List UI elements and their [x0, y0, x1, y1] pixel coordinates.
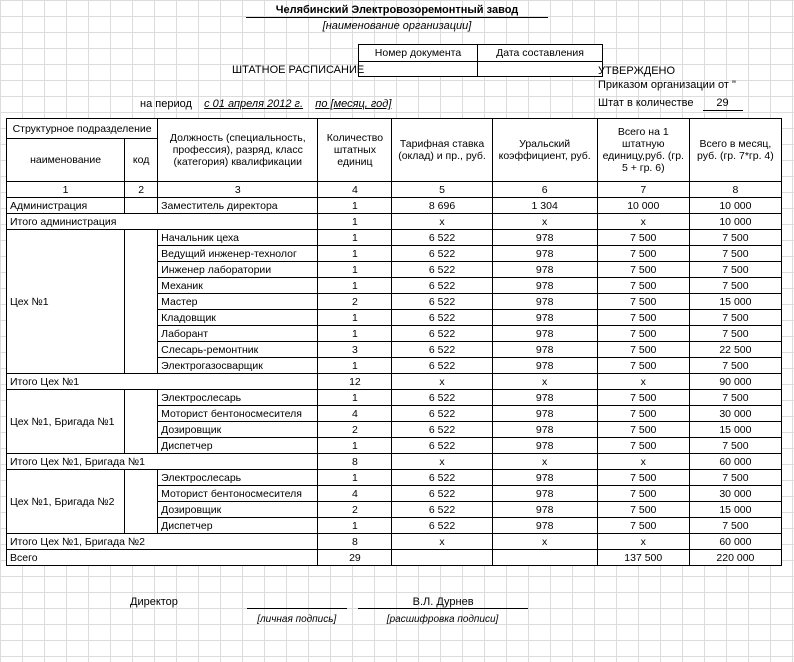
signature-line: Директор В.Л. Дурнев — [130, 596, 528, 609]
table-row: АдминистрацияЗаместитель директора18 696… — [7, 198, 782, 214]
period-line: на период с 01 апреля 2012 г. по [месяц,… — [140, 98, 391, 110]
doc-date-label: Дата составления — [478, 45, 603, 62]
staff-count-value: 29 — [703, 96, 743, 111]
org-subtitle: [наименование организации] — [0, 20, 794, 32]
period-label: на период — [140, 98, 192, 110]
doc-title: ШТАТНОЕ РАСПИСАНИЕ — [232, 64, 364, 76]
col-qty: Количество штатных единиц — [318, 119, 392, 182]
doc-date-value — [478, 62, 603, 77]
table-row: Цех №1, Бригада №2Электрослесарь16 52297… — [7, 470, 782, 486]
doc-no-value — [359, 62, 478, 77]
signer-role: Директор — [130, 596, 240, 608]
grand-total-row: Всего29137 500220 000 — [7, 550, 782, 566]
period-to: по [месяц, год] — [315, 98, 391, 110]
signature-sub: [личная подпись] [расшифровка подписи] — [130, 614, 532, 625]
colnum-7: 7 — [597, 182, 689, 198]
col-rate: Тарифная ставка (оклад) и пр., руб. — [392, 119, 492, 182]
col-position: Должность (специальность, профессия), ра… — [158, 119, 318, 182]
colnum-8: 8 — [689, 182, 781, 198]
doc-no-label: Номер документа — [359, 45, 478, 62]
colnum-5: 5 — [392, 182, 492, 198]
table-row: Цех №1, Бригада №1Электрослесарь16 52297… — [7, 390, 782, 406]
subtotal-row: Итого Цех №112xxx90 000 — [7, 374, 782, 390]
approved-order: Приказом организации от " — [598, 78, 743, 92]
colnum-6: 6 — [492, 182, 597, 198]
doc-meta-table: Номер документа Дата составления — [358, 44, 603, 77]
col-unit-name: наименование — [7, 139, 125, 182]
colnum-2: 2 — [125, 182, 158, 198]
colnum-4: 4 — [318, 182, 392, 198]
org-title: Челябинский Электровозоремонтный завод — [0, 4, 794, 18]
approved-label: УТВЕРЖДЕНО — [598, 64, 743, 78]
col-unit-code: код — [125, 139, 158, 182]
period-from: с 01 апреля 2012 г. — [204, 98, 303, 110]
colnum-3: 3 — [158, 182, 318, 198]
col-total: Всего в месяц, руб. (гр. 7*гр. 4) — [689, 119, 781, 182]
approved-block: УТВЕРЖДЕНО Приказом организации от " Шта… — [598, 64, 743, 111]
subtotal-row: Итого администрация1xxx10 000 — [7, 214, 782, 230]
name-sub-label: [расшифровка подписи] — [354, 614, 532, 625]
signer-name: В.Л. Дурнев — [358, 596, 528, 609]
table-row: Цех №1Начальник цеха16 5229787 5007 500 — [7, 230, 782, 246]
subtotal-row: Итого Цех №1, Бригада №18xxx60 000 — [7, 454, 782, 470]
colnum-1: 1 — [7, 182, 125, 198]
staff-count-label: Штат в количестве — [598, 97, 693, 109]
col-per1: Всего на 1 штатную единицу,руб. (гр. 5 +… — [597, 119, 689, 182]
subtotal-row: Итого Цех №1, Бригада №28xxx60 000 — [7, 534, 782, 550]
sig-sub-label: [личная подпись] — [243, 614, 351, 625]
col-coef: Уральский коэффициент, руб. — [492, 119, 597, 182]
signature-blank — [247, 608, 347, 609]
col-struct: Структурное подразделение — [7, 119, 158, 139]
org-name: Челябинский Электровозоремонтный завод — [246, 4, 549, 18]
staffing-table: Структурное подразделение Должность (спе… — [6, 118, 782, 566]
